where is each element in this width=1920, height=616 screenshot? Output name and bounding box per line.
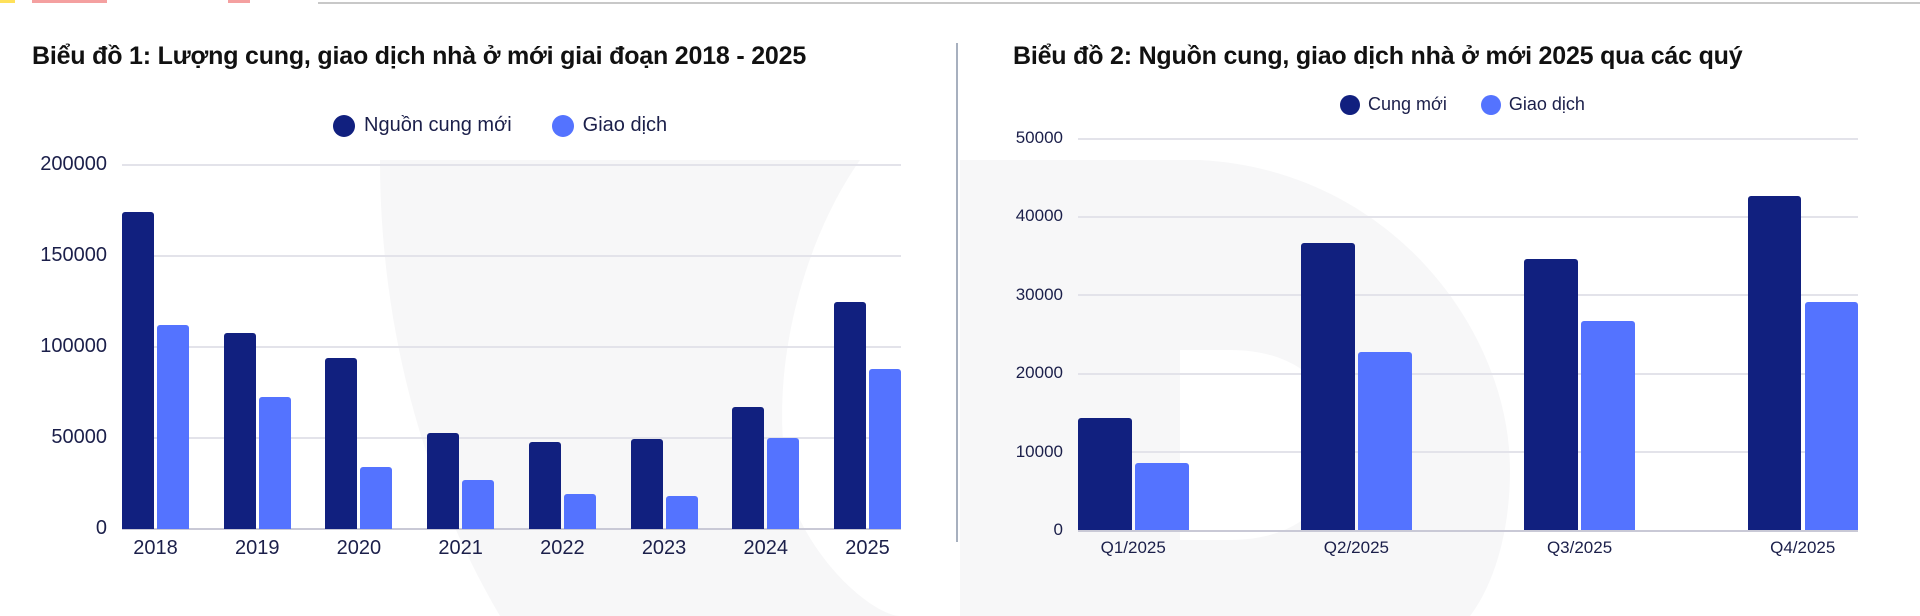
bar-supply-2020[interactable] [325, 357, 358, 529]
gridline [1078, 372, 1858, 375]
gridline [122, 437, 901, 439]
bar-transactions-Q2-2025[interactable] [1358, 351, 1412, 531]
chart-2-title: Biểu đồ 2: Nguồn cung, giao dịch nhà ở m… [1013, 42, 1743, 70]
x-tick-label: 2021 [438, 537, 483, 559]
gridline [1078, 137, 1858, 140]
y-tick-label: 150000 [40, 243, 107, 266]
bar-supply-2023[interactable] [630, 438, 663, 529]
bar-transactions-2023[interactable] [665, 496, 698, 529]
y-tick-label: 40000 [1015, 206, 1063, 226]
legend-label: Giao dịch [582, 114, 668, 136]
top-strip-cutoff-text [32, 0, 107, 3]
legend-item-supply[interactable]: Nguồn cung mới [333, 114, 512, 137]
chart-2-legend: Cung mới Giao dịch [1340, 94, 1585, 115]
bar-transactions-Q4-2025[interactable] [1804, 302, 1858, 531]
top-strip-line [318, 2, 1920, 4]
y-tick-label: 30000 [1015, 284, 1063, 304]
bar-transactions-2022[interactable] [563, 494, 596, 529]
gridline [1078, 451, 1858, 454]
legend-label: Cung mới [1368, 94, 1447, 114]
top-strip-yellow-mark [0, 0, 15, 3]
legend-dot-icon [1340, 94, 1360, 115]
bar-supply-2019[interactable] [223, 333, 256, 529]
x-axis-baseline [122, 528, 901, 530]
gridline [1078, 294, 1858, 297]
top-strip-cutoff-text [228, 0, 250, 3]
gridline [122, 164, 901, 166]
legend-dot-icon [551, 114, 574, 137]
bar-supply-Q3-2025[interactable] [1524, 259, 1578, 531]
bar-supply-2024[interactable] [732, 407, 765, 529]
y-tick-label: 50000 [1015, 127, 1063, 147]
bar-transactions-2025[interactable] [869, 368, 901, 529]
bar-transactions-Q1-2025[interactable] [1135, 463, 1189, 531]
bar-supply-2021[interactable] [427, 432, 460, 529]
legend-label: Nguồn cung mới [364, 114, 512, 136]
chart-1-legend: Nguồn cung mới Giao dịch [333, 114, 667, 137]
legend-dot-icon [333, 114, 355, 137]
x-tick-label: 2024 [743, 537, 789, 559]
bar-supply-2025[interactable] [834, 301, 866, 529]
bar-transactions-2018[interactable] [157, 325, 189, 529]
bar-transactions-2019[interactable] [258, 396, 291, 529]
bar-transactions-2024[interactable] [767, 438, 800, 529]
legend-item-transactions[interactable]: Giao dịch [551, 114, 668, 137]
bar-supply-2018[interactable] [122, 212, 154, 529]
legend-item-supply[interactable]: Cung mới [1340, 94, 1447, 115]
gridline [122, 346, 901, 348]
x-tick-label: 2023 [641, 537, 687, 559]
x-tick-label: 2018 [133, 537, 178, 559]
bar-supply-Q2-2025[interactable] [1301, 242, 1355, 531]
legend-label: Giao dịch [1508, 94, 1585, 114]
gridline [122, 255, 901, 257]
y-tick-label: 20000 [1015, 363, 1063, 383]
y-tick-label: 100000 [40, 334, 107, 357]
bar-supply-Q1-2025[interactable] [1078, 417, 1132, 531]
gridline [1078, 215, 1858, 218]
bar-transactions-2020[interactable] [360, 467, 393, 529]
x-tick-label: Q1/2025 [1100, 538, 1166, 557]
legend-item-transactions[interactable]: Giao dịch [1480, 94, 1585, 115]
charts-divider [956, 43, 958, 542]
y-tick-label: 50000 [51, 425, 107, 448]
x-tick-label: 2020 [336, 537, 382, 559]
chart-1-title: Biểu đồ 1: Lượng cung, giao dịch nhà ở m… [32, 42, 807, 70]
x-tick-label: Q3/2025 [1546, 538, 1613, 557]
x-axis-baseline [1078, 529, 1858, 532]
x-tick-label: Q2/2025 [1323, 538, 1390, 557]
bar-supply-2022[interactable] [528, 441, 561, 529]
x-tick-label: Q4/2025 [1770, 538, 1836, 557]
bar-supply-Q4-2025[interactable] [1747, 195, 1801, 531]
y-tick-label: 10000 [1015, 441, 1063, 461]
x-tick-label: 2019 [234, 537, 280, 559]
y-tick-label: 0 [95, 516, 107, 539]
x-tick-label: 2025 [845, 537, 890, 559]
y-tick-label: 200000 [40, 152, 107, 175]
x-tick-label: 2022 [540, 537, 585, 559]
y-tick-label: 0 [1053, 519, 1063, 539]
bar-transactions-2021[interactable] [462, 479, 495, 529]
bar-transactions-Q3-2025[interactable] [1581, 321, 1635, 531]
legend-dot-icon [1480, 94, 1501, 115]
